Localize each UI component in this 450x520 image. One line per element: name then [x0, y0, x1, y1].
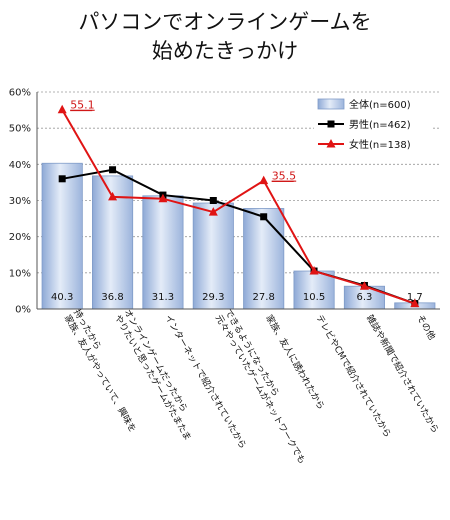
bar-value-label: 27.8 [253, 292, 275, 303]
bar-value-label: 29.3 [202, 292, 224, 303]
legend: 全体(n=600) 男性(n=462) 女性(n=138) [314, 95, 432, 155]
bar [293, 270, 335, 310]
legend-label: 男性(n=462) [349, 118, 411, 131]
point-marker [158, 193, 168, 203]
point-marker [209, 197, 217, 204]
bar [142, 195, 184, 310]
point-marker [58, 175, 66, 183]
category-label-line: その他 [414, 313, 438, 342]
chart-title-line-2: 始めたきっかけ [151, 39, 299, 63]
y-tick-label: 60% [9, 88, 31, 99]
point-marker [359, 281, 369, 290]
legend-label: 全体(n=600) [349, 98, 411, 111]
bars [41, 162, 436, 310]
y-tick-label: 20% [9, 232, 31, 243]
point-marker [410, 298, 420, 308]
point-marker [309, 266, 319, 275]
y-tick-label: 30% [9, 196, 31, 207]
category-label-line: 元々やっていたゲームがネットワークでも [213, 313, 309, 466]
gridlines [37, 91, 440, 274]
bar [243, 208, 285, 310]
series-line [61, 109, 416, 305]
point-marker [208, 207, 218, 216]
legend-marker [327, 120, 335, 128]
bar-value-label: 31.3 [152, 292, 174, 303]
bar-value-label: 6.3 [356, 292, 372, 303]
point-marker [108, 191, 118, 201]
point-marker [259, 175, 269, 185]
annotation-label: 55.1 [70, 99, 95, 112]
legend-swatch [317, 98, 345, 110]
y-tick-label: 50% [9, 124, 31, 135]
category-label-line: オンラインゲームだったから [121, 307, 190, 414]
category-label: その他 [414, 313, 438, 342]
bar-value-label: 36.8 [101, 292, 123, 303]
y-tick-labels: 0% 10% 20% 30% 40% 50% 60% [9, 88, 31, 316]
annotation-label: 35.5 [272, 170, 297, 183]
y-tick-label: 40% [9, 160, 31, 171]
point-marker [109, 166, 117, 174]
axes [36, 92, 440, 310]
legend-marker [326, 139, 336, 148]
bar-value-label: 10.5 [303, 292, 325, 303]
bar-value-label: 1.7 [407, 292, 423, 303]
legend-label: 女性(n=138) [349, 138, 411, 151]
bar [192, 202, 234, 310]
annotations: 55.1 35.5 [70, 99, 296, 183]
y-tick-label: 10% [9, 268, 31, 279]
bar-value-label: 40.3 [51, 292, 73, 303]
bar [41, 162, 83, 310]
y-tick-label: 0% [15, 305, 31, 316]
series-lines [57, 104, 420, 308]
bar-value-labels: 40.3 36.8 31.3 29.3 27.8 10.5 6.3 1.7 [51, 292, 423, 303]
chart-title: パソコンでオンラインゲームを 始めたきっかけ [0, 8, 450, 66]
point-marker [57, 104, 67, 114]
point-marker [260, 213, 268, 221]
chart-title-line-1: パソコンでオンラインゲームを [78, 10, 372, 34]
